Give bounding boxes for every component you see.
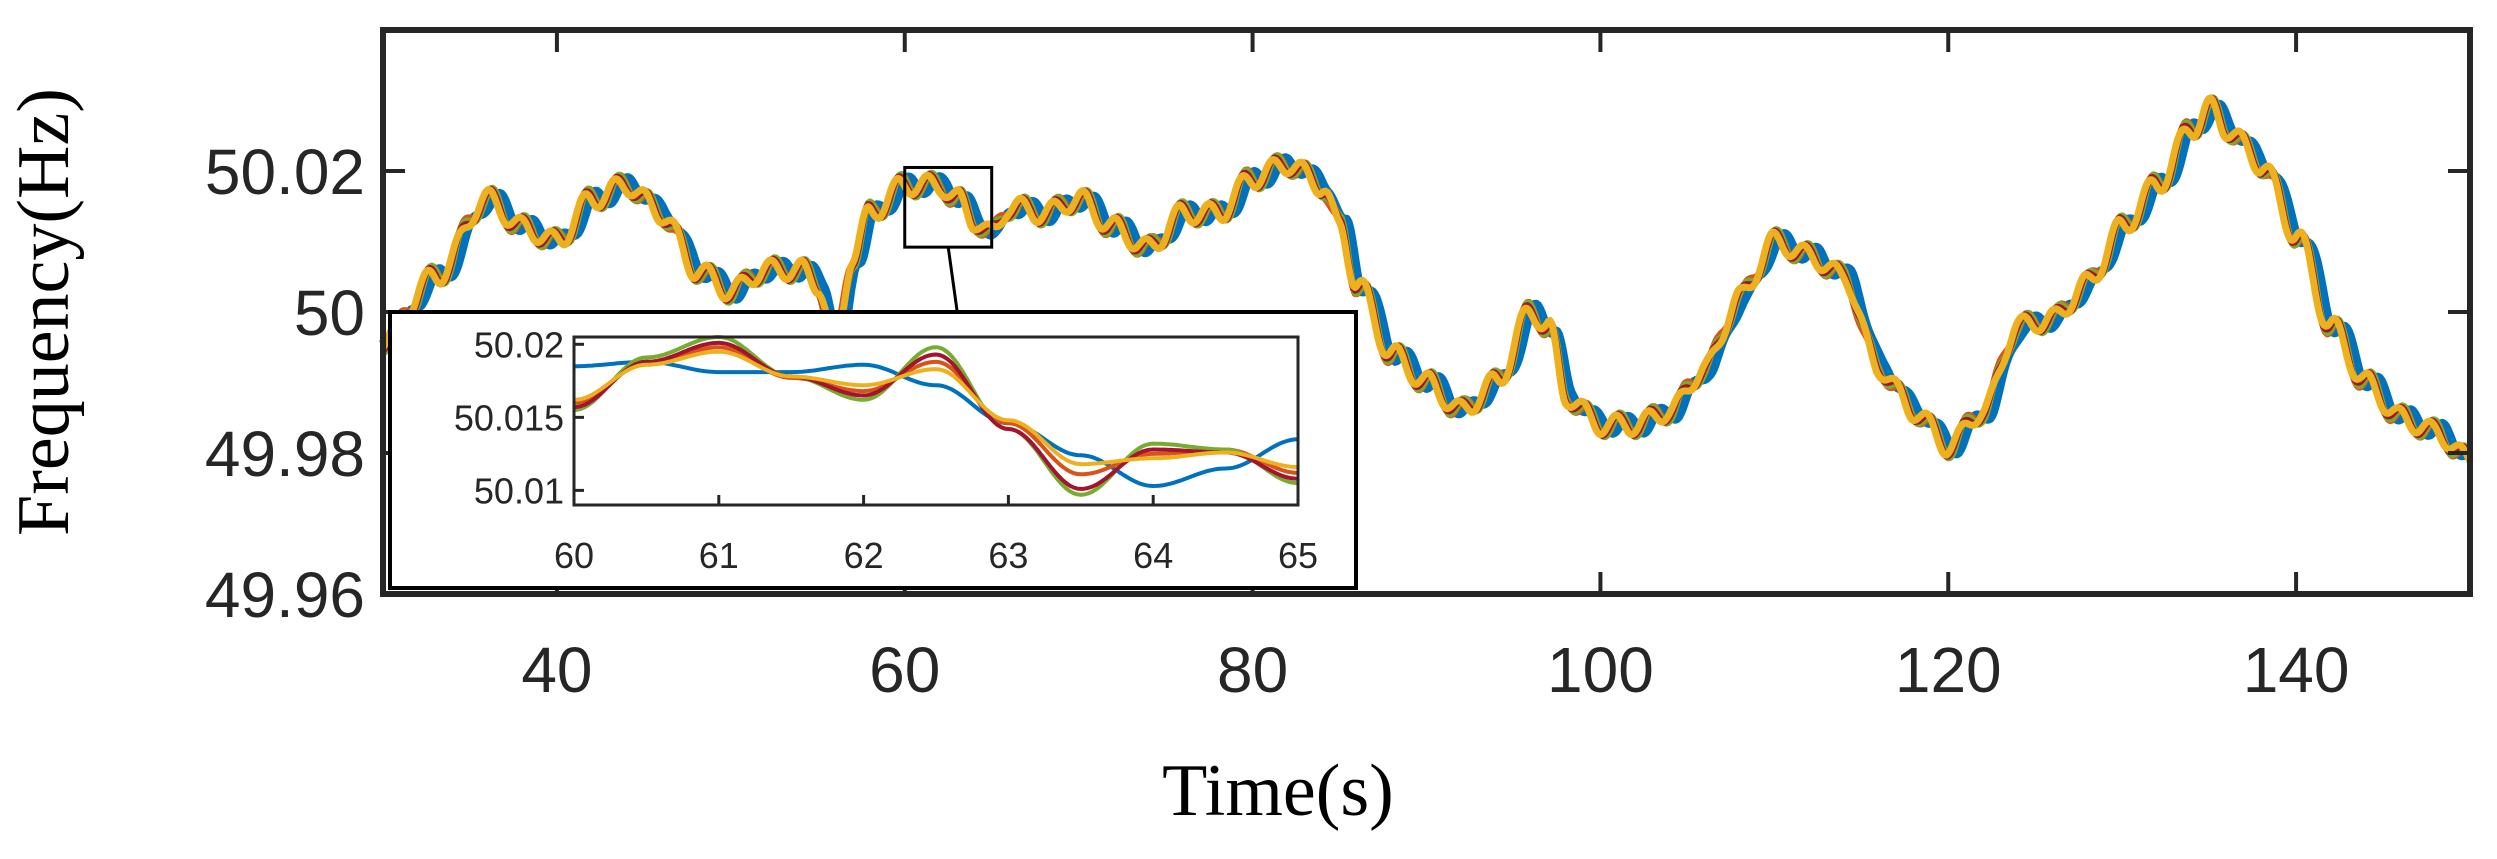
main-x-tick-label: 120 xyxy=(1895,634,2002,706)
y-axis-label: Frequency(Hz) xyxy=(3,88,85,536)
inset-y-ticks: 50.01 50.015 50.02 xyxy=(454,324,584,511)
inset-x-tick-label: 64 xyxy=(1133,535,1173,576)
main-plot: 40 60 80 100 120 140 49.96 49.98 50 50.02 xyxy=(205,27,2474,706)
inset-x-ticks: 60 61 62 63 64 65 xyxy=(554,495,1318,576)
inset-x-tick-label: 65 xyxy=(1278,535,1318,576)
inset-plot: 60 61 62 63 64 65 50.01 50.015 50.02 xyxy=(388,310,1358,590)
main-x-tick-label: 140 xyxy=(2243,634,2350,706)
main-axes-frame xyxy=(380,27,2473,597)
main-y-tick-label: 49.96 xyxy=(205,559,365,631)
inset-series-group xyxy=(573,335,1299,497)
inset-series-line-dark-red xyxy=(573,340,1299,491)
zoom-connector-line xyxy=(946,246,959,313)
inset-series-line-blue xyxy=(574,359,1299,488)
main-y-ticks: 49.96 49.98 50 50.02 xyxy=(205,136,2470,631)
main-series-line-yellow xyxy=(380,94,2474,464)
main-y-tick-label: 50.02 xyxy=(205,136,365,208)
main-y-tick-label: 50 xyxy=(294,277,365,349)
main-y-tick-label: 49.98 xyxy=(205,418,365,490)
main-x-tick-label: 60 xyxy=(869,634,940,706)
main-series-group xyxy=(379,94,2474,464)
main-x-tick-label: 100 xyxy=(1547,634,1654,706)
x-axis-label: Time(s) xyxy=(1162,750,1394,832)
inset-series-line-green xyxy=(573,335,1299,497)
main-x-tick-label: 40 xyxy=(521,634,592,706)
inset-series-line-yellow xyxy=(573,349,1299,469)
inset-x-tick-label: 62 xyxy=(844,535,884,576)
main-x-ticks: 40 60 80 100 120 140 xyxy=(521,30,2349,706)
inset-x-tick-label: 61 xyxy=(699,535,739,576)
inset-x-tick-label: 63 xyxy=(988,535,1028,576)
inset-y-tick-label: 50.02 xyxy=(474,324,564,365)
inset-series-line-red xyxy=(573,345,1299,477)
main-x-tick-label: 80 xyxy=(1217,634,1288,706)
inset-x-tick-label: 60 xyxy=(554,535,594,576)
inset-outer-border xyxy=(388,310,1358,590)
inset-y-tick-label: 50.01 xyxy=(474,470,564,511)
inset-y-tick-label: 50.015 xyxy=(454,397,564,438)
inset-axes-frame xyxy=(572,335,1300,507)
